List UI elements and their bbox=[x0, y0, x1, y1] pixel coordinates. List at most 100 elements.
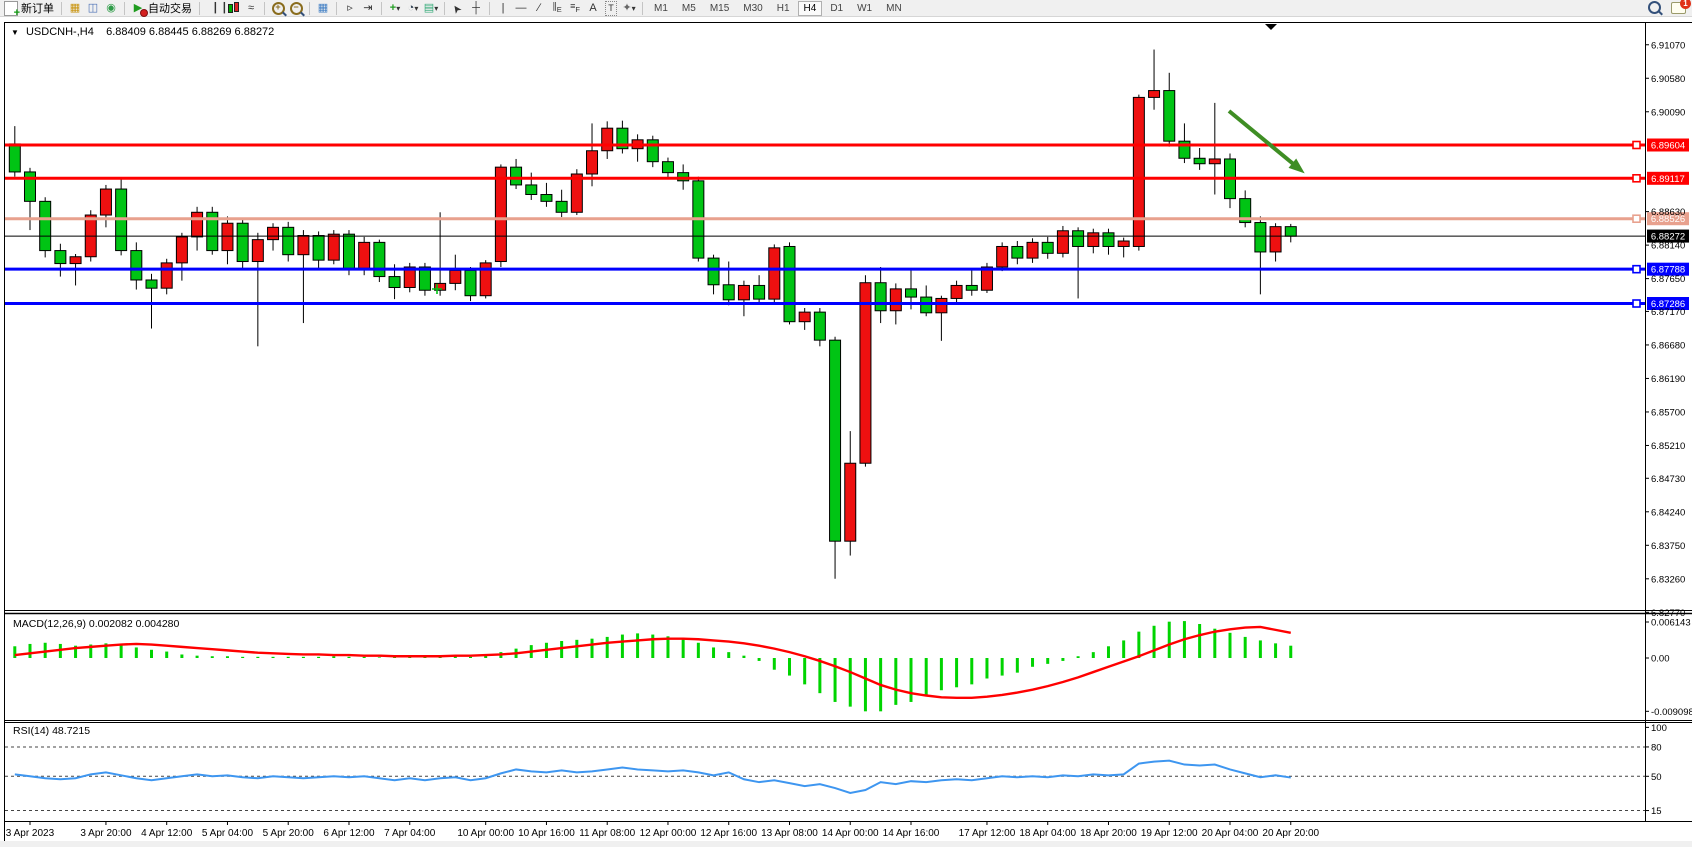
timeframe-button-d1[interactable]: D1 bbox=[830, 2, 844, 14]
line-anchor-marker[interactable] bbox=[1632, 299, 1641, 308]
bull-candle bbox=[403, 266, 416, 289]
new-order-button[interactable]: 新订单 bbox=[21, 3, 54, 15]
rsi-tick-label: 100 bbox=[1651, 723, 1667, 734]
text-icon[interactable]: A bbox=[589, 1, 597, 14]
price-tick-label: 6.84730 bbox=[1651, 474, 1685, 485]
bull-candle bbox=[1208, 158, 1221, 165]
bull-candle bbox=[479, 262, 492, 297]
trend-arrow-head bbox=[1288, 158, 1305, 174]
timeframe-button-h4[interactable]: H4 bbox=[797, 0, 823, 16]
bear-candle bbox=[1193, 157, 1206, 165]
line-anchor-marker[interactable] bbox=[1632, 214, 1641, 224]
price-tick-label: 6.88630 bbox=[1651, 207, 1685, 218]
periods-icon[interactable]: ◔ ▾ bbox=[407, 1, 419, 14]
price-chart-canvas[interactable]: 6.89604 6.89117 6.88526 6.88272 6.87788 6.872… bbox=[5, 23, 1692, 842]
cross-marker-annotation[interactable] bbox=[432, 284, 442, 294]
time-tick-label: 3 Apr 20:00 bbox=[80, 828, 132, 839]
bear-candle bbox=[373, 241, 386, 278]
timeframe-button-m5[interactable]: M5 bbox=[681, 2, 696, 14]
autotrade-icon[interactable]: ▶ bbox=[130, 1, 148, 17]
time-tick-label: 14 Apr 16:00 bbox=[883, 828, 940, 839]
chat-icon[interactable]: 1 bbox=[1671, 0, 1691, 14]
auto-scroll-icon[interactable]: ▹ bbox=[347, 1, 353, 14]
bull-candle bbox=[1132, 96, 1145, 247]
time-tick-label: 7 Apr 04:00 bbox=[384, 828, 436, 839]
bear-candle bbox=[39, 200, 52, 252]
horizontal-line-icon[interactable]: — bbox=[515, 1, 527, 14]
crosshair-icon[interactable]: ┼ bbox=[472, 1, 480, 14]
bull-candle bbox=[798, 311, 811, 323]
bull-candle bbox=[586, 150, 599, 175]
bull-candle bbox=[844, 462, 857, 542]
time-tick-label: 5 Apr 20:00 bbox=[263, 828, 315, 839]
toolbar-separator bbox=[381, 1, 382, 15]
bear-candle bbox=[965, 284, 978, 291]
chevron-down-icon[interactable]: ▼ bbox=[11, 28, 19, 37]
new-order-icon[interactable] bbox=[3, 0, 20, 19]
symbol-period-label: USDCNH-,H4 bbox=[25, 26, 94, 38]
cursor-icon[interactable]: ➤ bbox=[450, 1, 466, 16]
fibonacci-icon[interactable]: ≡F bbox=[570, 1, 580, 14]
profiles-icon[interactable]: ◫ bbox=[87, 1, 99, 14]
timeframe-button-m1[interactable]: M1 bbox=[654, 2, 668, 14]
line-anchor-marker[interactable] bbox=[1632, 264, 1641, 274]
price-label-text: 6.88526 bbox=[1651, 214, 1685, 225]
bull-candle bbox=[251, 239, 264, 263]
bull-candle bbox=[191, 211, 204, 238]
line-anchor-marker[interactable] bbox=[1632, 140, 1641, 150]
arrows-icon[interactable]: ✦ ▾ bbox=[622, 1, 636, 14]
bar-chart-icon[interactable]: ⎹⎹ bbox=[205, 1, 225, 14]
chart-shift-marker[interactable] bbox=[1265, 24, 1277, 30]
time-tick-label: 10 Apr 16:00 bbox=[518, 828, 575, 839]
price-tick-label: 6.85700 bbox=[1651, 407, 1685, 418]
bull-candle bbox=[358, 241, 371, 269]
bear-candle bbox=[753, 284, 766, 300]
search-icon[interactable] bbox=[1648, 1, 1661, 14]
bear-candle bbox=[312, 235, 325, 261]
bear-candle bbox=[388, 276, 401, 289]
price-label-text: 6.88272 bbox=[1651, 232, 1685, 243]
autotrade-button[interactable]: 自动交易 bbox=[148, 3, 192, 15]
templates-icon[interactable]: ▤ ▾ bbox=[423, 1, 439, 14]
timeframe-button-h1[interactable]: H1 bbox=[776, 2, 790, 14]
zoom-out-icon[interactable]: − bbox=[288, 1, 304, 16]
bear-candle bbox=[1041, 241, 1054, 254]
chart-window[interactable]: ▼ USDCNH-,H4 6.88409 6.88445 6.88269 6.8… bbox=[4, 22, 1692, 841]
macd-tick-label: -0.009098 bbox=[1651, 707, 1692, 718]
line-anchor-marker[interactable] bbox=[1632, 174, 1641, 183]
signals-icon[interactable]: ◉ bbox=[106, 1, 116, 14]
indicators-icon[interactable]: + ▾ bbox=[389, 1, 401, 14]
zoom-in-icon[interactable]: + bbox=[270, 1, 286, 16]
candle-chart-icon[interactable] bbox=[225, 1, 241, 16]
trendline-icon[interactable]: ∕ bbox=[538, 1, 540, 14]
tile-windows-icon[interactable]: ▦ bbox=[317, 1, 329, 14]
rsi-line bbox=[14, 759, 1291, 794]
bull-candle bbox=[570, 173, 583, 213]
window-bottom-edge bbox=[0, 841, 1692, 847]
bull-candle bbox=[99, 188, 112, 216]
line-chart-icon[interactable]: ≈ bbox=[247, 1, 255, 14]
timeframe-button-mn[interactable]: MN bbox=[886, 2, 902, 14]
bull-candle bbox=[267, 226, 280, 241]
price-label-text: 6.89117 bbox=[1651, 174, 1685, 185]
timeframe-button-m15[interactable]: M15 bbox=[709, 2, 730, 14]
vertical-line-icon[interactable]: | bbox=[501, 1, 505, 14]
trend-arrow-annotation[interactable] bbox=[1227, 109, 1299, 169]
bull-candle bbox=[327, 233, 340, 261]
bull-candle bbox=[768, 247, 781, 300]
bull-candle bbox=[1087, 232, 1100, 247]
bear-candle bbox=[783, 245, 796, 323]
timeframe-button-w1[interactable]: W1 bbox=[857, 2, 873, 14]
bear-candle bbox=[8, 143, 21, 173]
palette-icon[interactable]: ▦ bbox=[69, 1, 81, 14]
rsi-indicator-label: RSI(14) 48.7215 bbox=[13, 725, 90, 737]
chart-shift-icon[interactable]: ⇥ bbox=[363, 1, 373, 14]
time-tick-label: 20 Apr 20:00 bbox=[1262, 828, 1319, 839]
price-tick-label: 6.88140 bbox=[1651, 241, 1685, 252]
timeframe-button-m30[interactable]: M30 bbox=[743, 2, 763, 14]
text-label-icon[interactable]: T bbox=[603, 0, 619, 16]
bear-candle bbox=[1072, 230, 1085, 247]
equidistant-channel-icon[interactable]: ∥E bbox=[552, 1, 562, 14]
bear-candle bbox=[54, 250, 67, 265]
